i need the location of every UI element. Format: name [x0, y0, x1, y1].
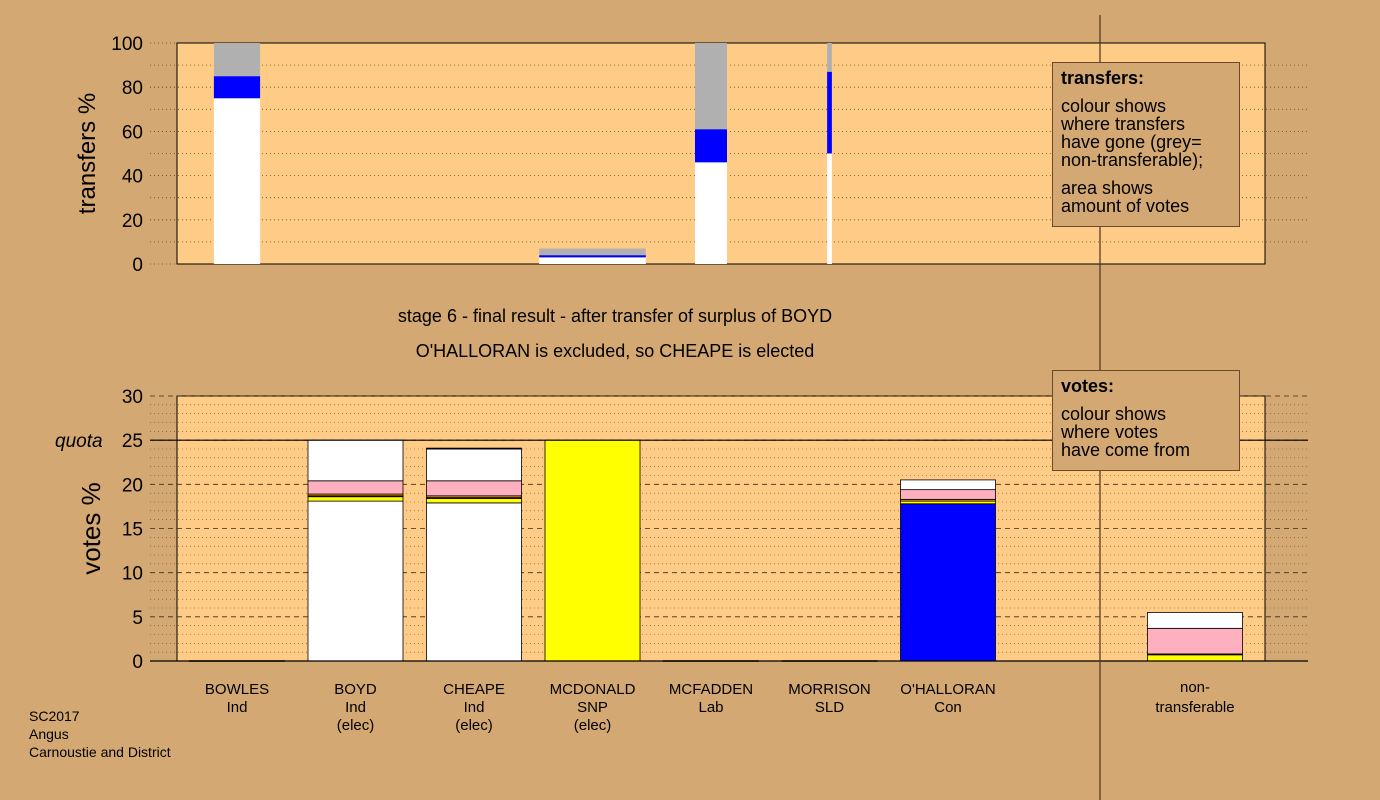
votes-y-tick-label: 25 — [122, 431, 143, 452]
transfer-bar-segment — [827, 71, 832, 154]
votes-legend-line: have come from — [1061, 440, 1191, 460]
transfer-bar-segment — [539, 257, 646, 264]
vote-bar-segment — [307, 500, 404, 662]
transfers-y-tick-label: 100 — [111, 34, 143, 55]
category-name-label: O'HALLORAN — [900, 681, 995, 698]
votes-y-tick-label: 15 — [122, 520, 143, 541]
transfer-bar-segment — [539, 255, 646, 258]
footer-info: SC2017 Angus Carnoustie and District — [29, 707, 171, 761]
category-party-label: Ind — [464, 699, 485, 716]
transfer-bar-segment — [827, 153, 832, 264]
category-party-label: SLD — [815, 699, 844, 716]
transfers-y-tick-label: 20 — [122, 211, 143, 232]
nontransferable-label: transferable — [1155, 699, 1234, 716]
transfer-bar-segment — [695, 43, 727, 130]
category-party-label: Ind — [345, 699, 366, 716]
footer-ward: Carnoustie and District — [29, 744, 171, 760]
category-name-label: MCFADDEN — [669, 681, 753, 698]
votes-y-axis-label: votes % — [76, 482, 106, 575]
votes-legend: votes: colour shows where votes have com… — [1052, 370, 1240, 471]
transfers-y-axis-label: transfers % — [74, 93, 101, 214]
category-party-label: Con — [934, 699, 962, 716]
transfers-legend-title: transfers: — [1061, 68, 1145, 88]
vote-bar-segment — [307, 480, 404, 495]
transfers-y-tick-label: 40 — [122, 167, 143, 188]
category-status-label: (elec) — [574, 717, 612, 734]
transfers-legend-line: where transfers — [1061, 114, 1186, 134]
category-status-label: (elec) — [455, 717, 493, 734]
votes-legend-line: colour shows — [1061, 404, 1167, 424]
votes-legend-line: where votes — [1061, 422, 1159, 442]
footer-council: Angus — [29, 726, 69, 742]
votes-y-tick-label: 10 — [122, 564, 143, 585]
transfer-bar-segment — [213, 98, 261, 264]
transfer-bar-segment — [695, 162, 727, 264]
transfers-legend-line: non-transferable); — [1061, 150, 1204, 170]
stage-title: stage 6 - final result - after transfer … — [397, 306, 833, 326]
category-name-label: MCDONALD — [550, 681, 636, 698]
vote-bar-segment — [426, 447, 522, 450]
transfers-legend-line: area shows — [1061, 178, 1154, 198]
transfer-bar-segment — [827, 43, 832, 72]
transfer-bar-segment — [695, 129, 727, 163]
category-name-label: BOYD — [334, 681, 377, 698]
category-party-label: Lab — [698, 699, 723, 716]
transfers-legend-line: have gone (grey= — [1061, 132, 1202, 152]
vote-bar-segment — [426, 480, 522, 497]
vote-bar-segment — [307, 439, 404, 482]
category-party-label: SNP — [577, 699, 608, 716]
category-name-label: CHEAPE — [443, 681, 505, 698]
nontransferable-bar-segment — [1147, 612, 1243, 629]
vote-bar-segment — [544, 439, 641, 662]
vote-bar-segment — [900, 503, 996, 662]
votes-y-tick-label: 20 — [122, 475, 143, 496]
category-name-label: BOWLES — [205, 681, 269, 698]
votes-y-tick-label: 5 — [132, 608, 143, 629]
transfers-legend-line: amount of votes — [1061, 196, 1190, 216]
transfers-y-tick-label: 80 — [122, 78, 143, 99]
category-name-label: MORRISON — [788, 681, 871, 698]
category-status-label: (elec) — [337, 717, 375, 734]
vote-bar-segment — [900, 479, 996, 491]
vote-bar-segment — [426, 502, 522, 662]
transfers-y-tick-label: 60 — [122, 122, 143, 143]
stage-subtitle: O'HALLORAN is excluded, so CHEAPE is ele… — [415, 341, 815, 361]
vote-bar-segment — [307, 496, 404, 502]
transfers-y-tick-label: 0 — [132, 255, 143, 276]
vote-bar-segment — [426, 498, 522, 504]
vote-bar-segment — [426, 448, 522, 482]
transfers-legend: transfers: colour shows where transfers … — [1052, 62, 1240, 227]
vote-bar-segment — [900, 489, 996, 500]
nontransferable-bar-segment — [1147, 627, 1243, 655]
footer-election: SC2017 — [29, 708, 80, 724]
nontransferable-bar-segment — [1147, 654, 1243, 662]
category-party-label: Ind — [227, 699, 248, 716]
votes-y-tick-label: 30 — [122, 387, 143, 408]
votes-y-tick-label: 0 — [132, 652, 143, 673]
transfer-bar-segment — [213, 43, 261, 77]
quota-label: quota — [55, 431, 103, 452]
transfer-bar-segment — [213, 76, 261, 99]
transfers-legend-line: colour shows — [1061, 96, 1167, 116]
nontransferable-label: non- — [1180, 679, 1210, 696]
votes-legend-title: votes: — [1061, 376, 1115, 396]
transfer-bar-segment — [539, 248, 646, 256]
